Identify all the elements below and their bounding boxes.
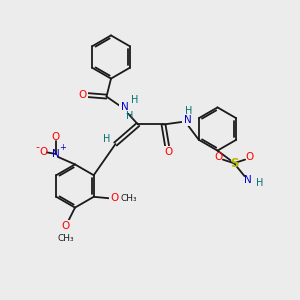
Text: O: O <box>78 90 87 100</box>
Text: O: O <box>214 152 223 162</box>
Text: H: H <box>103 134 111 145</box>
Text: O: O <box>164 147 173 157</box>
Text: N: N <box>244 175 251 185</box>
Text: +: + <box>60 143 66 152</box>
Text: CH₃: CH₃ <box>57 234 74 243</box>
Text: S: S <box>230 157 238 170</box>
Text: N: N <box>52 149 60 159</box>
Text: O: O <box>40 146 48 157</box>
Text: H: H <box>185 106 192 116</box>
Text: H: H <box>256 178 264 188</box>
Text: H: H <box>126 111 133 121</box>
Text: O: O <box>111 193 119 203</box>
Text: O: O <box>245 152 254 162</box>
Text: O: O <box>52 131 60 142</box>
Text: H: H <box>131 94 138 105</box>
Text: CH₃: CH₃ <box>121 194 137 203</box>
Text: N: N <box>121 102 128 112</box>
Text: O: O <box>62 221 70 231</box>
Text: N: N <box>184 115 191 125</box>
Text: -: - <box>36 142 40 152</box>
